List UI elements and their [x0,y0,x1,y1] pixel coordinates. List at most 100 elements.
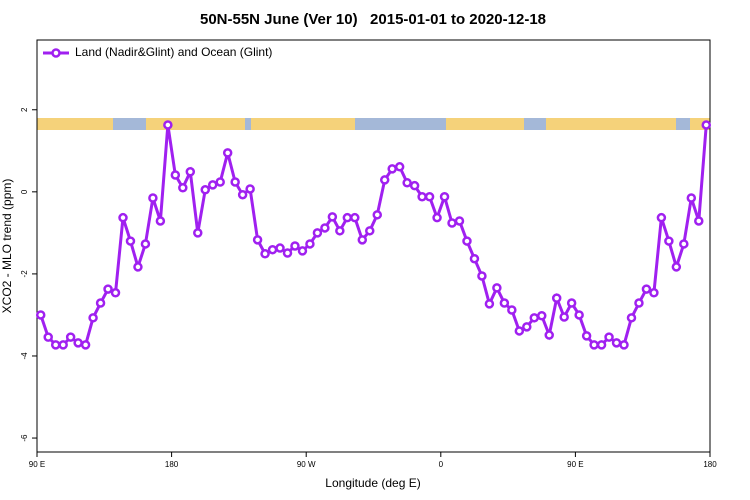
data-point [499,298,510,308]
data-point [193,228,203,238]
data-point [350,212,360,223]
land-band [446,118,524,130]
data-point [417,192,427,202]
data-point [133,262,143,272]
data-point [103,284,113,294]
x-tick-label: 90 E [567,460,583,469]
data-point [589,340,599,350]
data-point [544,330,554,340]
data-point [634,298,644,308]
y-tick-label: -6 [20,434,29,442]
data-point [65,332,76,342]
data-point [312,228,323,238]
data-point [320,223,330,233]
data-point [372,210,382,220]
data-point [305,239,315,249]
data-point [522,322,532,332]
data-point [357,235,368,245]
x-tick-label: 180 [165,460,179,469]
data-point [566,298,577,308]
land-band [251,118,355,130]
data-point [170,170,181,180]
legend-label: Land (Nadir&Glint) and Ocean (Glint) [75,45,272,59]
data-point [626,313,637,323]
data-point [110,288,121,298]
data-point [529,313,540,323]
data-point [88,313,98,323]
chart-title: 50N-55N June (Ver 10) 2015-01-01 to 2020… [200,11,546,28]
data-point [611,338,622,348]
data-point [701,120,712,130]
data-point [35,310,46,320]
data-point [664,236,674,246]
data-point [275,243,285,253]
data-point [379,175,390,185]
data-point [222,148,233,158]
data-point [394,162,405,172]
land-band [546,118,676,130]
y-tick-label: -4 [20,352,29,360]
data-point [484,299,495,309]
data-point [402,178,412,188]
data-point [252,235,263,245]
legend-marker [51,48,61,58]
data-point [649,288,659,298]
data-point [282,248,293,258]
land-band [37,118,113,130]
data-point [551,293,562,303]
x-tick-label: 90 W [297,460,316,469]
data-point [694,216,704,226]
data-point [73,338,83,348]
y-tick-label: 2 [20,107,29,112]
data-point [118,212,128,223]
data-point [185,166,196,177]
series-line [39,124,708,347]
data-point [178,182,188,193]
x-tick-label: 180 [703,460,717,469]
data-point [447,218,457,228]
x-tick-label: 90 E [29,460,45,469]
land-band [146,118,245,130]
data-point [80,340,91,350]
data-point [439,192,450,202]
data-point [574,310,584,320]
data-point [140,239,151,249]
data-point [477,271,487,281]
data-point [230,177,240,187]
data-point [163,120,173,130]
data-point [290,241,300,251]
x-tick-label: 0 [439,460,444,469]
data-point [619,340,629,350]
plot-frame [36,39,711,453]
data-point [507,305,517,315]
data-point [641,284,652,294]
data-point [604,332,614,342]
data-point [215,177,225,187]
data-point [462,236,472,246]
data-point [596,340,607,350]
data-point [245,184,255,194]
y-tick-label: -2 [20,270,29,278]
data-point [327,212,338,222]
x-axis-label: Longitude (deg E) [325,476,420,490]
data-point [492,283,502,293]
data-point [387,164,397,174]
data-point [409,180,420,191]
data-point [237,189,248,200]
data-point [267,244,278,255]
data-point [671,262,682,272]
data-point [656,212,667,223]
data-point [95,298,106,308]
data-point [424,192,435,202]
data-point [58,340,68,350]
data-point [514,326,525,336]
data-point [559,312,569,322]
y-tick-label: 0 [20,189,29,194]
data-point [679,239,689,249]
data-point [297,246,308,256]
data-point [148,193,158,203]
data-point [155,216,166,226]
data-point [335,226,345,236]
